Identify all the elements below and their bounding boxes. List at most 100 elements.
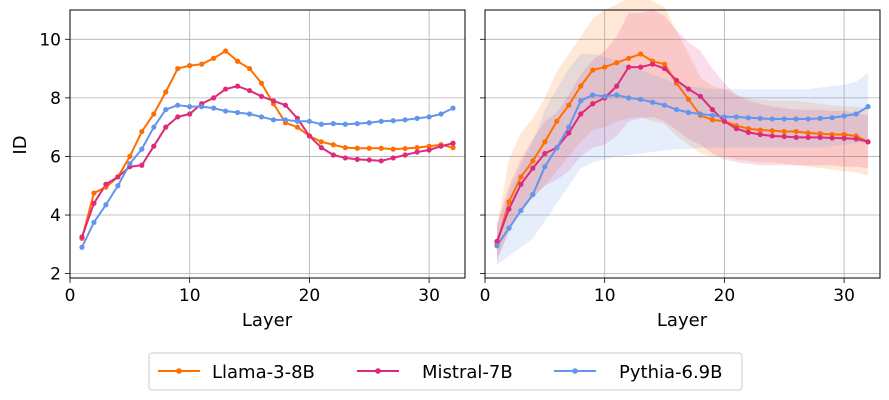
left-point-pythia-6-9b (163, 106, 169, 113)
left-point-pythia-6-9b (127, 161, 133, 167)
left-point-mistral-7b (151, 143, 157, 149)
left-point-mistral-7b (414, 149, 420, 155)
left-point-llama-3-8b (426, 143, 432, 149)
right-point-mistral-7b (757, 131, 763, 138)
right-point-pythia-6-9b (841, 113, 847, 119)
left-point-mistral-7b (366, 157, 372, 163)
right-point-pythia-6-9b (673, 106, 680, 113)
left-axes-frame (69, 9, 466, 279)
left-y-tick-label: 6 (50, 147, 61, 167)
left-point-llama-3-8b (211, 55, 217, 61)
left-point-llama-3-8b (163, 89, 169, 95)
left-point-pythia-6-9b (139, 146, 145, 152)
right-point-llama-3-8b (769, 128, 775, 134)
left-point-pythia-6-9b (103, 202, 109, 208)
right-point-mistral-7b (530, 165, 536, 171)
right-point-mistral-7b (721, 118, 727, 124)
right-x-tick-label: 30 (833, 286, 855, 306)
right-point-pythia-6-9b (638, 96, 644, 102)
right-point-mistral-7b (566, 130, 572, 136)
right-point-llama-3-8b (661, 61, 668, 67)
left-point-pythia-6-9b (115, 183, 121, 189)
right-point-llama-3-8b (566, 102, 572, 108)
left-point-llama-3-8b (127, 153, 133, 160)
left-x-axis-label: Layer (242, 310, 293, 331)
right-point-llama-3-8b (841, 131, 847, 138)
right-point-pythia-6-9b (721, 114, 727, 120)
left-point-pythia-6-9b (187, 104, 193, 110)
right-point-pythia-6-9b (518, 208, 524, 214)
left-point-pythia-6-9b (91, 219, 97, 225)
right-point-mistral-7b (494, 238, 500, 244)
right-point-llama-3-8b (518, 174, 524, 180)
right-point-mistral-7b (578, 111, 584, 117)
right-point-pythia-6-9b (626, 95, 632, 101)
left-line-mistral-7b (81, 85, 454, 238)
right-band-mistral-7b (496, 10, 869, 259)
left-point-mistral-7b (115, 174, 121, 180)
left-point-llama-3-8b (199, 61, 205, 67)
left-point-pythia-6-9b (438, 111, 444, 117)
right-point-mistral-7b (661, 65, 668, 72)
right-point-llama-3-8b (590, 67, 596, 73)
left-point-mistral-7b (426, 147, 432, 153)
left-x-tick-label: 0 (65, 286, 76, 306)
right-point-pythia-6-9b (614, 92, 620, 98)
right-point-mistral-7b (841, 135, 847, 141)
right-point-pythia-6-9b (769, 116, 775, 122)
right-point-pythia-6-9b (602, 93, 608, 100)
legend-label-mistral: Mistral-7B (422, 362, 513, 383)
left-point-pythia-6-9b (318, 121, 324, 127)
left-point-pythia-6-9b (390, 118, 396, 124)
left-point-mistral-7b (211, 95, 217, 101)
right-point-pythia-6-9b (697, 111, 704, 117)
left-point-llama-3-8b (318, 139, 324, 145)
left-point-llama-3-8b (91, 190, 97, 196)
right-point-pythia-6-9b (853, 111, 859, 117)
right-point-pythia-6-9b (649, 99, 656, 105)
right-point-mistral-7b (590, 101, 596, 107)
right-point-pythia-6-9b (757, 115, 763, 121)
left-point-pythia-6-9b (258, 114, 265, 120)
right-point-mistral-7b (638, 64, 644, 70)
right-point-pythia-6-9b (530, 191, 536, 198)
left-point-mistral-7b (246, 87, 253, 94)
left-point-pythia-6-9b (211, 105, 217, 111)
right-point-pythia-6-9b (554, 145, 560, 151)
left-point-mistral-7b (234, 83, 241, 89)
left-point-mistral-7b (354, 156, 360, 162)
legend-label-pythia: Pythia-6.9B (619, 362, 722, 383)
right-point-llama-3-8b (626, 55, 632, 61)
left-point-mistral-7b (402, 152, 408, 158)
left-point-pythia-6-9b (282, 117, 289, 123)
left-grid (69, 10, 465, 278)
right-point-mistral-7b (506, 206, 512, 212)
left-point-mistral-7b (163, 124, 169, 130)
left-point-llama-3-8b (234, 58, 241, 64)
right-point-pythia-6-9b (709, 112, 716, 119)
left-point-pythia-6-9b (234, 109, 241, 116)
right-point-mistral-7b (626, 64, 632, 70)
left-point-llama-3-8b (175, 65, 181, 72)
right-point-mistral-7b (673, 77, 680, 83)
right-point-mistral-7b (793, 134, 799, 141)
right-point-llama-3-8b (542, 139, 548, 145)
left-point-pythia-6-9b (270, 117, 277, 123)
right-point-llama-3-8b (709, 117, 716, 123)
right-x-axis-label: Layer (657, 310, 708, 331)
left-point-mistral-7b (270, 98, 277, 104)
left-point-llama-3-8b (354, 145, 360, 151)
right-point-mistral-7b (542, 150, 548, 157)
right-point-pythia-6-9b (566, 124, 572, 130)
right-point-pythia-6-9b (578, 98, 584, 104)
left-point-llama-3-8b (390, 146, 396, 152)
right-point-mistral-7b (853, 136, 859, 142)
right-point-pythia-6-9b (781, 116, 787, 122)
left-point-pythia-6-9b (426, 114, 432, 120)
legend-marker-mistral (375, 368, 381, 374)
left-point-pythia-6-9b (354, 121, 360, 127)
left-point-mistral-7b (450, 140, 456, 146)
left-points (79, 48, 456, 250)
left-point-pythia-6-9b (366, 120, 372, 126)
right-point-llama-3-8b (805, 130, 811, 136)
